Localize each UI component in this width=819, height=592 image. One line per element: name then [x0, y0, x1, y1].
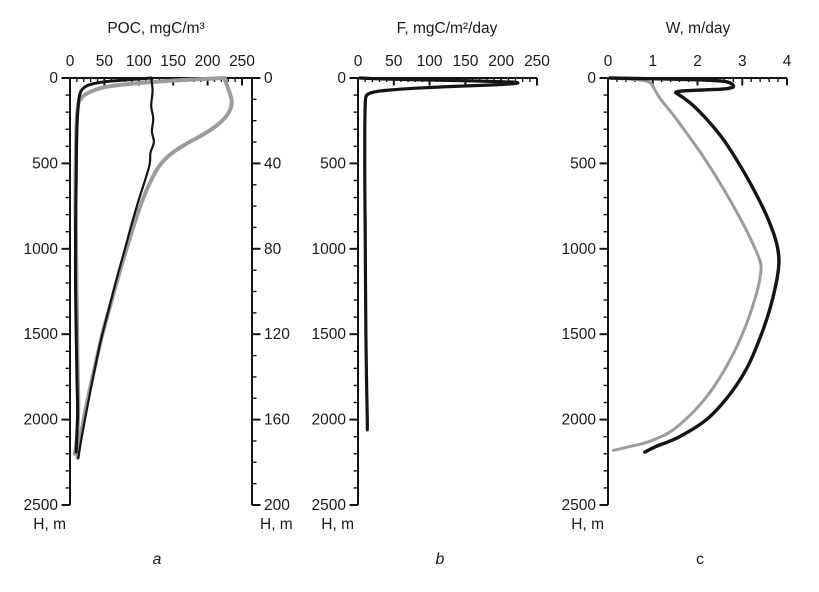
axis-tick-label: 0	[587, 70, 596, 87]
axis-tick-label: 150	[452, 53, 478, 70]
y-axis-unit-label: H, m	[321, 516, 354, 533]
series-poc-upper-layer-gray	[75, 76, 234, 460]
axis-tick-label: 80	[264, 241, 282, 258]
axis-tick-label: 1000	[24, 241, 59, 258]
y-axis-left: 0 500 1000 1500 2000 2500 H, m	[24, 70, 71, 533]
axis-tick-label: 1000	[562, 241, 597, 258]
y-axis-right: 0 40 80 120 160 200 H, m	[251, 70, 293, 533]
axis-tick-label: 3	[738, 53, 747, 70]
axis-tick-label: 150	[160, 53, 186, 70]
axis-tick-label: 1000	[312, 241, 347, 258]
axis-tick-label: 500	[320, 155, 346, 172]
axis-tick-label: 1500	[562, 326, 597, 343]
axis-tick-label: 2000	[24, 412, 59, 429]
axis-tick-label: 50	[96, 53, 114, 70]
series-settling-velocity-black	[608, 76, 781, 454]
axis-tick-label: 1500	[24, 326, 59, 343]
axis-tick-label: 40	[264, 155, 282, 172]
axis-tick-label: 1	[648, 53, 657, 70]
axis-tick-label: 4	[783, 53, 792, 70]
axis-tick-label: 250	[524, 53, 550, 70]
y-axis-left: 0 500 1000 1500 2000 2500 H, m	[312, 70, 359, 533]
panel-a-caption: a	[152, 551, 162, 568]
axis-tick-label: 2000	[312, 412, 347, 429]
axis-tick-label: 1500	[312, 326, 347, 343]
axis-tick-label: 2000	[562, 412, 597, 429]
panel-c: 0 1 2 3 4 0 500 1000 1500 2000 2500 H, m	[562, 53, 792, 533]
axis-tick-label: 100	[126, 53, 152, 70]
axis-tick-label: 0	[264, 70, 273, 87]
axis-tick-label: 160	[264, 412, 290, 429]
series-settling-velocity-gray	[608, 76, 763, 452]
axis-tick-label: 0	[354, 53, 363, 70]
y-axis-unit-label: H, m	[33, 516, 66, 533]
x-axis-top: 0 50 100 150 200 250	[354, 53, 550, 86]
axis-tick-label: 0	[49, 70, 58, 87]
axis-tick-label: 50	[385, 53, 403, 70]
series-poc-flux-black	[358, 76, 520, 432]
y-axis-unit-label: H, m	[260, 516, 293, 533]
panel-c-title: W, m/day	[665, 20, 731, 37]
panel-b-title: F, mgC/m²/day	[396, 20, 498, 37]
axis-tick-label: 200	[264, 497, 290, 514]
y-axis-unit-label: H, m	[571, 516, 604, 533]
axis-tick-label: 250	[229, 53, 255, 70]
axis-tick-label: 2500	[312, 497, 347, 514]
axis-tick-label: 2500	[24, 497, 59, 514]
axis-tick-label: 500	[570, 155, 596, 172]
axis-tick-label: 0	[337, 70, 346, 87]
axis-tick-label: 0	[66, 53, 75, 70]
series-poc-upper-layer-black	[77, 76, 156, 460]
panel-a-title: POC, mgC/m³	[107, 20, 205, 37]
axis-tick-label: 500	[32, 155, 58, 172]
axis-tick-label: 200	[488, 53, 514, 70]
axis-tick-label: 120	[264, 326, 290, 343]
series-poc-full-depth-black	[73, 76, 153, 454]
axis-tick-label: 2500	[562, 497, 597, 514]
axis-tick-label: 200	[195, 53, 221, 70]
y-axis-left: 0 500 1000 1500 2000 2500 H, m	[562, 70, 609, 533]
axis-tick-label: 100	[417, 53, 443, 70]
axis-tick-label: 2	[693, 53, 702, 70]
panel-b-caption: b	[435, 551, 445, 568]
panel-c-caption: c	[696, 551, 704, 568]
axis-tick-label: 0	[604, 53, 613, 70]
